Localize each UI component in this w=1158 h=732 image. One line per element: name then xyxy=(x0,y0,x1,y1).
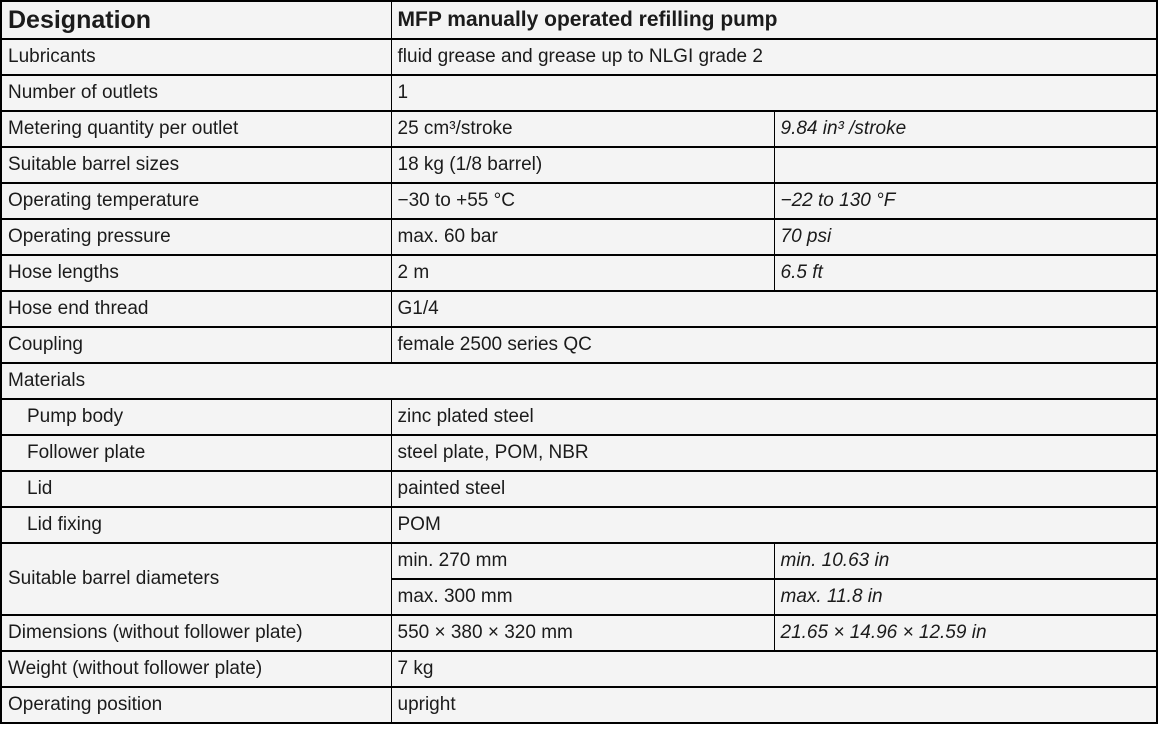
row-value-pump-body: zinc plated steel xyxy=(390,398,1158,436)
row-imperial-barrel-sizes xyxy=(773,146,1158,184)
row-label-lid-fixing: Lid fixing xyxy=(0,506,392,544)
row-value-weight: 7 kg xyxy=(390,650,1158,688)
row-label-barrel-diameters: Suitable barrel diameters xyxy=(0,542,392,616)
row-lid-fixing: Lid fixing POM xyxy=(0,506,1158,544)
row-pump-body: Pump body zinc plated steel xyxy=(0,398,1158,436)
row-value-lubricants: fluid grease and grease up to NLGI grade… xyxy=(390,38,1158,76)
row-hose-end-thread: Hose end thread G1/4 xyxy=(0,290,1158,328)
row-follower-plate: Follower plate steel plate, POM, NBR xyxy=(0,434,1158,472)
row-metric-barrel-diameter-min: min. 270 mm xyxy=(390,542,775,580)
row-lubricants: Lubricants fluid grease and grease up to… xyxy=(0,38,1158,76)
row-value-coupling: female 2500 series QC xyxy=(390,326,1158,364)
row-metric-barrel-sizes: 18 kg (1/8 barrel) xyxy=(390,146,775,184)
row-metric-hose-lengths: 2 m xyxy=(390,254,775,292)
row-imperial-barrel-diameter-min: min. 10.63 in xyxy=(773,542,1158,580)
row-label-outlets: Number of outlets xyxy=(0,74,392,112)
row-label-metering: Metering quantity per outlet xyxy=(0,110,392,148)
row-metering-quantity: Metering quantity per outlet 25 cm³/stro… xyxy=(0,110,1158,148)
row-value-hose-thread: G1/4 xyxy=(390,290,1158,328)
row-barrel-diameters-min: Suitable barrel diameters min. 270 mm mi… xyxy=(0,542,1158,616)
row-label-coupling: Coupling xyxy=(0,326,392,364)
row-value-lid-fixing: POM xyxy=(390,506,1158,544)
row-weight: Weight (without follower plate) 7 kg xyxy=(0,650,1158,688)
row-value-position: upright xyxy=(390,686,1158,724)
row-lid: Lid painted steel xyxy=(0,470,1158,508)
row-imperial-pressure: 70 psi xyxy=(773,218,1158,256)
row-label-barrel-sizes: Suitable barrel sizes xyxy=(0,146,392,184)
table-header-row: Designation MFP manually operated refill… xyxy=(0,0,1158,40)
row-metric-temperature: −30 to +55 °C xyxy=(390,182,775,220)
row-operating-temperature: Operating temperature −30 to +55 °C −22 … xyxy=(0,182,1158,220)
row-imperial-temperature: −22 to 130 °F xyxy=(773,182,1158,220)
row-metric-barrel-diameter-max: max. 300 mm xyxy=(390,578,775,616)
product-title: MFP manually operated refilling pump xyxy=(390,0,1158,40)
row-label-pump-body: Pump body xyxy=(0,398,392,436)
designation-header: Designation xyxy=(0,0,392,40)
row-value-follower-plate: steel plate, POM, NBR xyxy=(390,434,1158,472)
row-label-follower-plate: Follower plate xyxy=(0,434,392,472)
row-value-lid: painted steel xyxy=(390,470,1158,508)
row-operating-position: Operating position upright xyxy=(0,686,1158,724)
row-number-of-outlets: Number of outlets 1 xyxy=(0,74,1158,112)
row-label-lid: Lid xyxy=(0,470,392,508)
row-value-outlets: 1 xyxy=(390,74,1158,112)
row-materials-section: Materials xyxy=(0,362,1158,400)
row-barrel-sizes: Suitable barrel sizes 18 kg (1/8 barrel) xyxy=(0,146,1158,184)
row-label-hose-lengths: Hose lengths xyxy=(0,254,392,292)
row-imperial-hose-lengths: 6.5 ft xyxy=(773,254,1158,292)
row-dimensions: Dimensions (without follower plate) 550 … xyxy=(0,614,1158,652)
row-metric-dimensions: 550 × 380 × 320 mm xyxy=(390,614,775,652)
row-metric-metering: 25 cm³/stroke xyxy=(390,110,775,148)
row-label-dimensions: Dimensions (without follower plate) xyxy=(0,614,392,652)
row-label-temperature: Operating temperature xyxy=(0,182,392,220)
row-label-weight: Weight (without follower plate) xyxy=(0,650,392,688)
row-operating-pressure: Operating pressure max. 60 bar 70 psi xyxy=(0,218,1158,256)
row-label-lubricants: Lubricants xyxy=(0,38,392,76)
row-coupling: Coupling female 2500 series QC xyxy=(0,326,1158,364)
row-label-hose-thread: Hose end thread xyxy=(0,290,392,328)
row-label-pressure: Operating pressure xyxy=(0,218,392,256)
row-label-position: Operating position xyxy=(0,686,392,724)
row-imperial-barrel-diameter-max: max. 11.8 in xyxy=(773,578,1158,616)
row-imperial-dimensions: 21.65 × 14.96 × 12.59 in xyxy=(773,614,1158,652)
materials-section-label: Materials xyxy=(0,362,1158,400)
row-barrel-diameters-max: max. 300 mm max. 11.8 in xyxy=(1,578,1158,616)
row-hose-lengths: Hose lengths 2 m 6.5 ft xyxy=(0,254,1158,292)
row-imperial-metering: 9.84 in³ /stroke xyxy=(773,110,1158,148)
row-metric-pressure: max. 60 bar xyxy=(390,218,775,256)
